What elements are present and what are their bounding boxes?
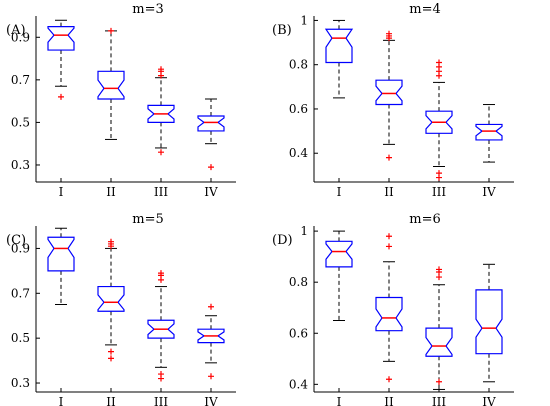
outlier-marker bbox=[158, 66, 164, 73]
box-II bbox=[97, 27, 125, 140]
y-tick-label: 0.9 bbox=[11, 241, 30, 255]
outlier-marker bbox=[436, 170, 442, 177]
box-body bbox=[475, 289, 503, 355]
y-tick-label: 0.7 bbox=[11, 286, 30, 300]
x-tick-label: II bbox=[384, 185, 394, 199]
box-body bbox=[425, 110, 453, 134]
outlier-marker bbox=[436, 274, 442, 281]
x-tick-label: II bbox=[106, 395, 116, 406]
y-tick-label: 0.8 bbox=[289, 275, 308, 289]
outlier-marker bbox=[108, 348, 114, 355]
box-II bbox=[375, 30, 403, 161]
outlier-marker bbox=[436, 378, 442, 385]
box-body bbox=[147, 319, 175, 339]
panel-letter: (A) bbox=[6, 23, 26, 38]
box-body bbox=[425, 327, 453, 357]
y-tick-label: 0.3 bbox=[11, 376, 30, 390]
panel-4: (D)m=60.40.60.81I II III IV bbox=[272, 212, 514, 406]
panel-letter: (D) bbox=[272, 233, 293, 248]
outlier-marker bbox=[436, 59, 442, 66]
x-tick-label: II bbox=[106, 185, 116, 199]
y-tick-label: 1 bbox=[300, 13, 308, 27]
x-tick-label: III bbox=[154, 395, 168, 406]
x-tick-label: II bbox=[384, 395, 394, 406]
panel-letter: (B) bbox=[272, 23, 292, 38]
box-I bbox=[47, 227, 75, 306]
y-tick-label: 0.4 bbox=[289, 377, 308, 391]
y-tick-label: 0.6 bbox=[289, 326, 308, 340]
box-III bbox=[425, 59, 453, 181]
outlier-marker bbox=[108, 355, 114, 362]
x-tick-label: III bbox=[432, 395, 446, 406]
box-III bbox=[425, 266, 453, 390]
panel-title: m=4 bbox=[409, 2, 441, 17]
x-tick-label: III bbox=[432, 185, 446, 199]
outlier-marker bbox=[108, 27, 114, 34]
y-tick-label: 0.9 bbox=[11, 30, 30, 44]
box-body bbox=[375, 296, 403, 332]
box-III bbox=[147, 66, 175, 156]
y-tick-label: 0.5 bbox=[11, 115, 30, 129]
outlier-marker bbox=[158, 149, 164, 156]
y-tick-label: 0.8 bbox=[289, 58, 308, 72]
y-tick-label: 0.4 bbox=[289, 146, 308, 160]
box-IV bbox=[197, 303, 225, 380]
panel-title: m=6 bbox=[409, 212, 441, 227]
box-body bbox=[97, 285, 125, 312]
outlier-marker bbox=[158, 270, 164, 277]
panel-title: m=5 bbox=[132, 212, 164, 227]
outlier-marker bbox=[108, 238, 114, 245]
box-body bbox=[147, 104, 175, 124]
box-body bbox=[97, 70, 125, 100]
panel-1: (A)m=30.30.50.70.9I II III IV bbox=[6, 2, 236, 199]
x-tick-label: IV bbox=[482, 395, 496, 406]
x-tick-label: III bbox=[154, 185, 168, 199]
box-body bbox=[197, 115, 225, 132]
box-body bbox=[325, 240, 353, 268]
y-tick-label: 0.6 bbox=[289, 102, 308, 116]
outlier-marker bbox=[386, 233, 392, 240]
box-body bbox=[324, 28, 354, 64]
box-II bbox=[97, 238, 125, 362]
outlier-marker bbox=[386, 376, 392, 383]
box-body bbox=[475, 123, 503, 141]
outlier-marker bbox=[58, 93, 64, 100]
box-I bbox=[47, 19, 75, 100]
box-II bbox=[375, 233, 403, 383]
outlier-marker bbox=[436, 266, 442, 273]
x-tick-label: I bbox=[337, 185, 342, 199]
x-tick-label: IV bbox=[482, 185, 496, 199]
outlier-marker bbox=[158, 371, 164, 378]
box-I bbox=[324, 19, 354, 99]
box-body bbox=[375, 79, 403, 106]
outlier-marker bbox=[386, 154, 392, 161]
y-tick-label: 0.7 bbox=[11, 73, 30, 87]
box-body bbox=[47, 236, 75, 272]
panel-2: (B)m=40.40.60.81I II III IV bbox=[272, 2, 514, 199]
box-IV bbox=[475, 104, 503, 163]
box-IV bbox=[197, 98, 225, 171]
x-tick-label: IV bbox=[204, 185, 218, 199]
outlier-marker bbox=[208, 303, 214, 310]
box-IV bbox=[475, 263, 503, 383]
x-tick-label: IV bbox=[204, 395, 218, 406]
y-tick-label: 0.3 bbox=[11, 158, 30, 172]
box-I bbox=[325, 230, 353, 321]
panel-title: m=3 bbox=[132, 2, 164, 17]
panel-letter: (C) bbox=[6, 233, 26, 248]
outlier-marker bbox=[386, 243, 392, 250]
x-tick-label: I bbox=[59, 185, 64, 199]
x-tick-label: I bbox=[59, 395, 64, 406]
x-tick-label: I bbox=[337, 395, 342, 406]
box-III bbox=[147, 270, 175, 382]
box-body bbox=[197, 328, 225, 344]
y-tick-label: 0.5 bbox=[11, 331, 30, 345]
outlier-marker bbox=[208, 164, 214, 171]
panel-3: (C)m=50.30.50.70.9I II III IV bbox=[6, 212, 236, 406]
y-tick-label: 1 bbox=[300, 224, 308, 238]
outlier-marker bbox=[386, 30, 392, 37]
outlier-marker bbox=[208, 373, 214, 380]
box-body bbox=[47, 26, 75, 51]
